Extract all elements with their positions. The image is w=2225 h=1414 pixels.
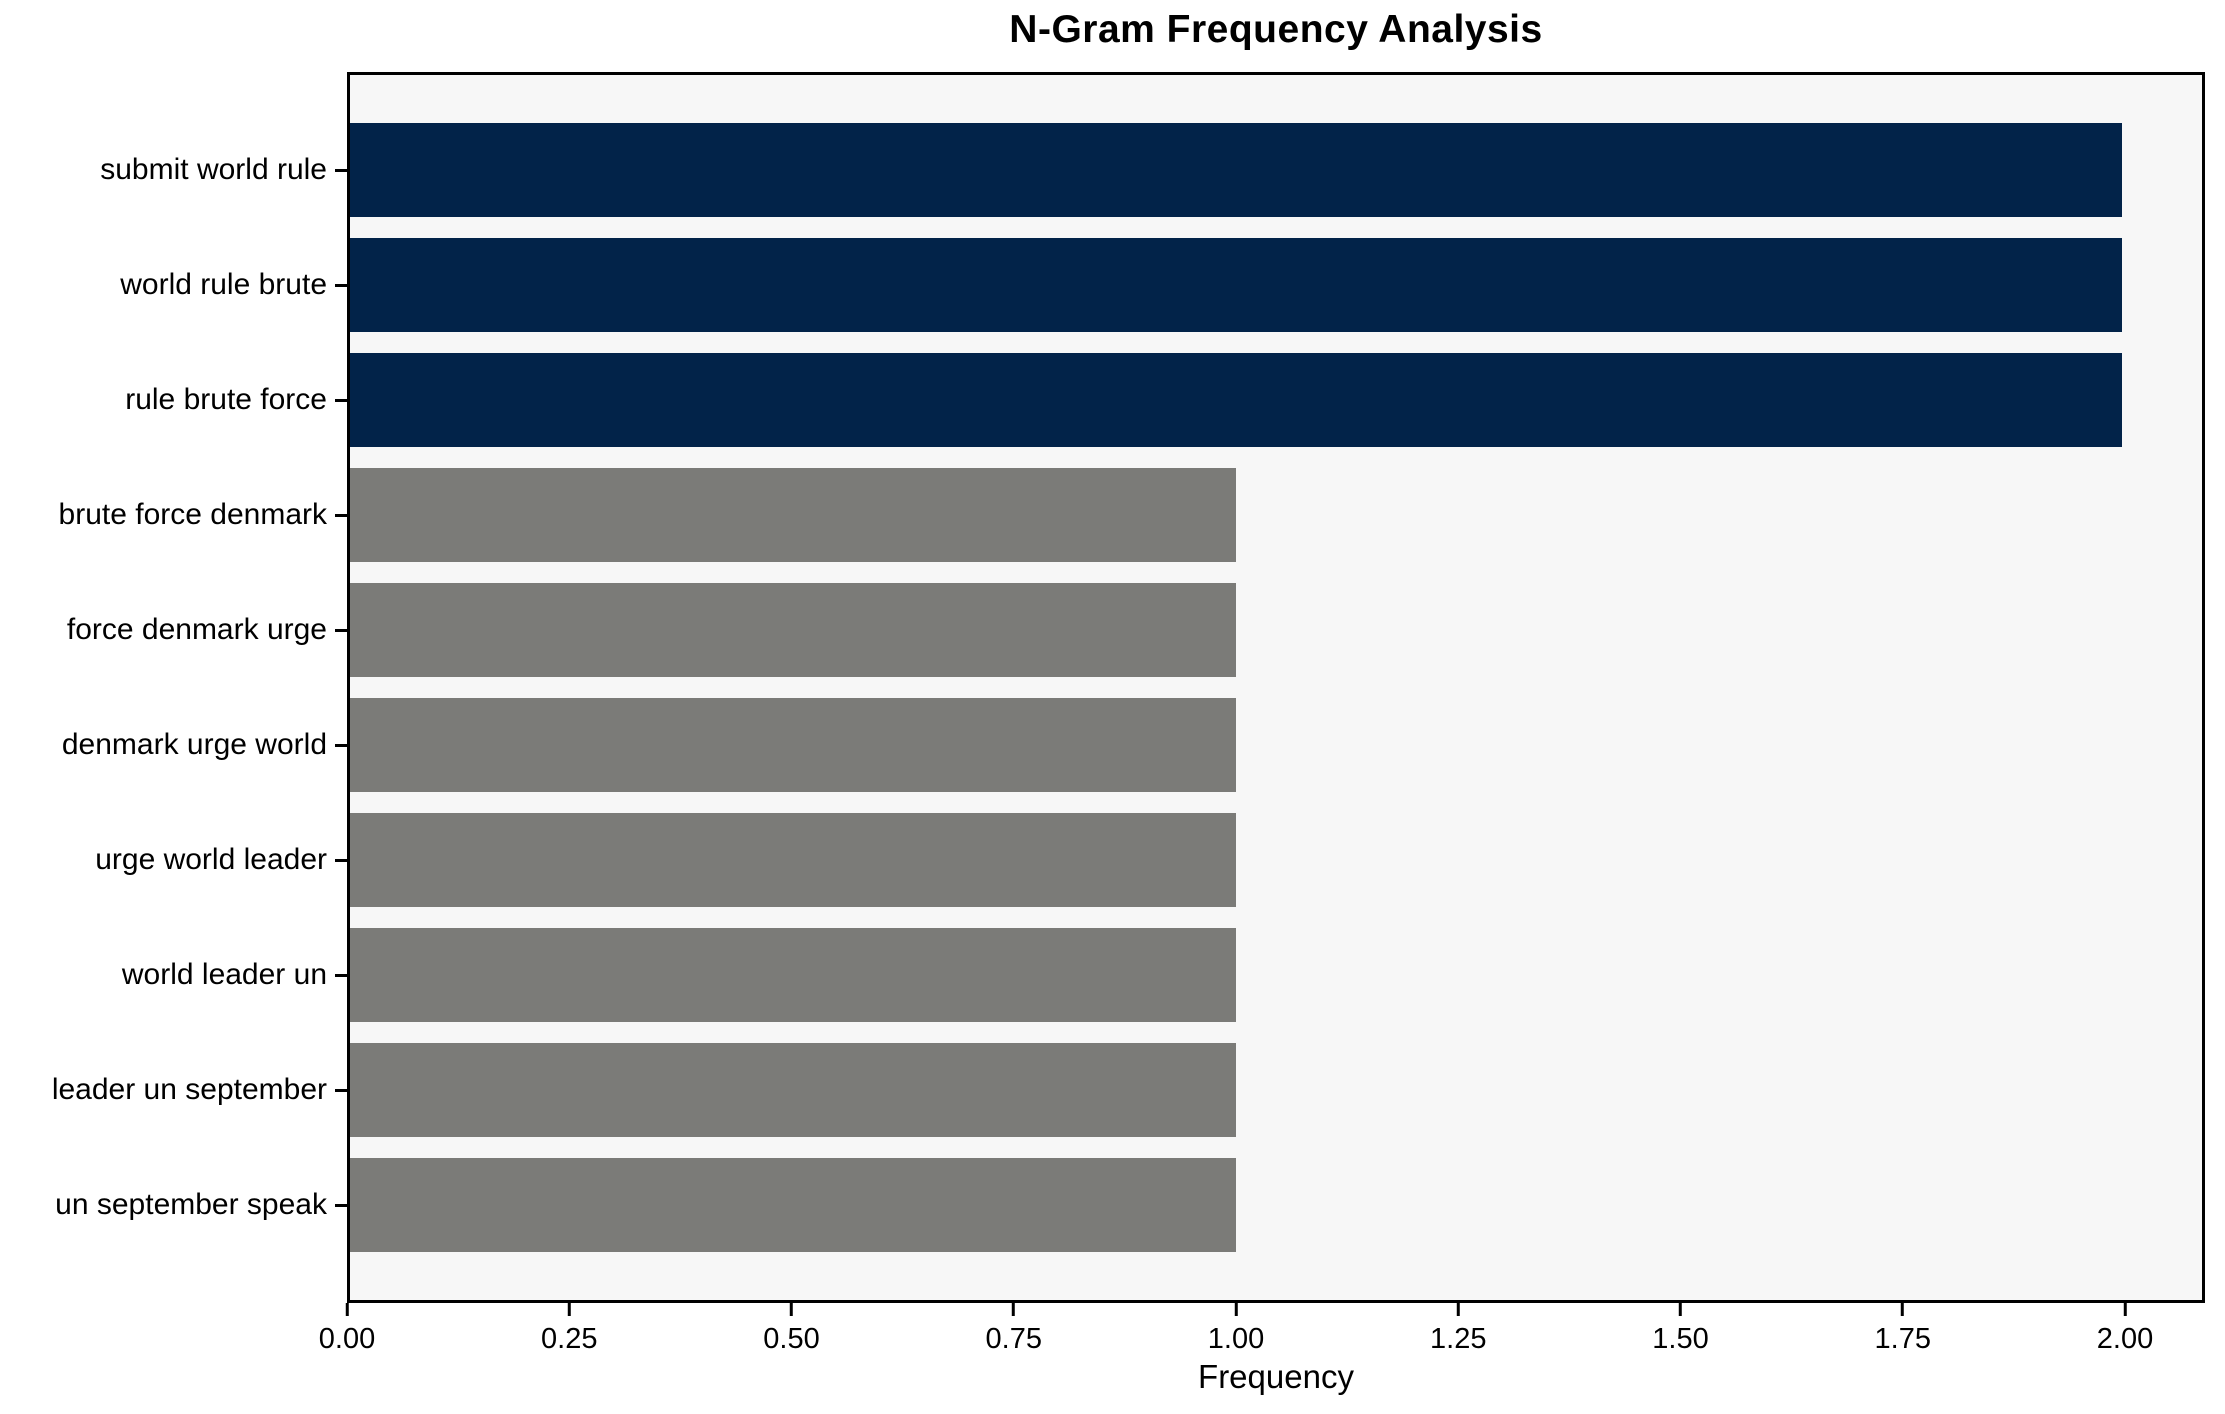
- y-tick-label: un september speak: [55, 1188, 327, 1221]
- x-axis-label: Frequency: [1198, 1358, 1354, 1395]
- y-tick-mark: [335, 1088, 347, 1092]
- y-tick-row: brute force denmark: [0, 468, 347, 562]
- x-tick-label: 0.25: [541, 1323, 598, 1355]
- bars-container: [350, 75, 2202, 1300]
- bar: [350, 698, 1237, 792]
- y-tick-label: urge world leader: [95, 843, 327, 876]
- x-tick-mark: [1012, 1303, 1016, 1316]
- plot-area: [347, 72, 2205, 1303]
- y-tick-mark: [335, 168, 347, 172]
- bar-row: [350, 1158, 2202, 1252]
- x-tick: 0.00: [319, 1303, 375, 1356]
- x-tick-label: 1.00: [1207, 1323, 1265, 1355]
- y-axis: submit world rule world rule brute rule br…: [0, 72, 347, 1303]
- x-tick: 2.00: [2097, 1303, 2153, 1356]
- bar: [350, 928, 1237, 1022]
- bar-row: [350, 353, 2202, 447]
- y-tick-mark: [335, 628, 347, 632]
- x-tick: 1.75: [1875, 1303, 1931, 1356]
- bar-row: [350, 123, 2202, 217]
- x-tick: 1.50: [1652, 1303, 1709, 1356]
- chart-title: N-Gram Frequency Analysis: [1009, 8, 1543, 51]
- x-tick-mark: [1456, 1303, 1460, 1316]
- y-tick-label: world leader un: [121, 958, 327, 991]
- x-tick-mark: [345, 1303, 349, 1316]
- x-tick: 1.00: [1208, 1303, 1264, 1356]
- y-tick-mark: [335, 398, 347, 402]
- y-tick-row: submit world rule: [0, 123, 347, 217]
- bar-row: [350, 698, 2202, 792]
- x-axis: 0.00 0.25 0.50 0.75 1.00 1.25 1.50 1.75 2.00: [319, 1303, 2205, 1373]
- bar: [350, 1158, 1237, 1252]
- bar-row: [350, 813, 2202, 907]
- bar: [350, 813, 1237, 907]
- bar: [350, 238, 2123, 332]
- y-tick-mark: [335, 743, 347, 747]
- bar-row: [350, 583, 2202, 677]
- bar: [350, 353, 2123, 447]
- y-tick-row: leader un september: [0, 1043, 347, 1137]
- y-tick-row: force denmark urge: [0, 583, 347, 677]
- y-tick-row: rule brute force: [0, 353, 347, 447]
- bar: [350, 1043, 1237, 1137]
- bar-row: [350, 238, 2202, 332]
- x-tick-mark: [2123, 1303, 2127, 1316]
- x-tick-mark: [1678, 1303, 1682, 1316]
- x-tick-mark: [789, 1303, 793, 1316]
- x-tick-mark: [1234, 1303, 1238, 1316]
- x-tick: 1.25: [1430, 1303, 1486, 1356]
- bar-row: [350, 468, 2202, 562]
- x-tick-label: 0.75: [985, 1323, 1042, 1355]
- x-tick-mark: [1901, 1303, 1905, 1316]
- y-tick-row: world rule brute: [0, 238, 347, 332]
- x-tick-label: 0.00: [318, 1323, 376, 1355]
- x-tick-label: 1.75: [1874, 1323, 1931, 1355]
- x-tick-label: 1.50: [1652, 1323, 1709, 1355]
- bar-row: [350, 928, 2202, 1022]
- y-tick-mark: [335, 283, 347, 287]
- x-tick-label: 2.00: [2096, 1323, 2154, 1355]
- x-tick: 0.75: [986, 1303, 1042, 1356]
- y-tick-row: denmark urge world: [0, 698, 347, 792]
- y-tick-mark: [335, 1203, 347, 1207]
- x-tick: 0.50: [763, 1303, 820, 1356]
- y-tick-mark: [335, 858, 347, 862]
- bar-row: [350, 1043, 2202, 1137]
- y-tick-row: world leader un: [0, 928, 347, 1022]
- x-tick: 0.25: [541, 1303, 597, 1356]
- y-tick-label: brute force denmark: [58, 498, 327, 531]
- x-tick-label: 1.25: [1430, 1323, 1487, 1355]
- y-tick-label: leader un september: [51, 1073, 327, 1106]
- bar: [350, 583, 1237, 677]
- y-tick-row: urge world leader: [0, 813, 347, 907]
- y-tick-label: force denmark urge: [66, 613, 327, 646]
- y-tick-mark: [335, 513, 347, 517]
- y-tick-label: submit world rule: [100, 153, 327, 186]
- y-tick-mark: [335, 973, 347, 977]
- y-tick-label: rule brute force: [125, 383, 327, 416]
- y-tick-row: un september speak: [0, 1158, 347, 1252]
- y-tick-label: denmark urge world: [61, 728, 327, 761]
- y-tick-label: world rule brute: [120, 268, 327, 301]
- x-tick-mark: [567, 1303, 571, 1316]
- bar: [350, 468, 1237, 562]
- x-tick-label: 0.50: [763, 1323, 820, 1355]
- bar: [350, 123, 2123, 217]
